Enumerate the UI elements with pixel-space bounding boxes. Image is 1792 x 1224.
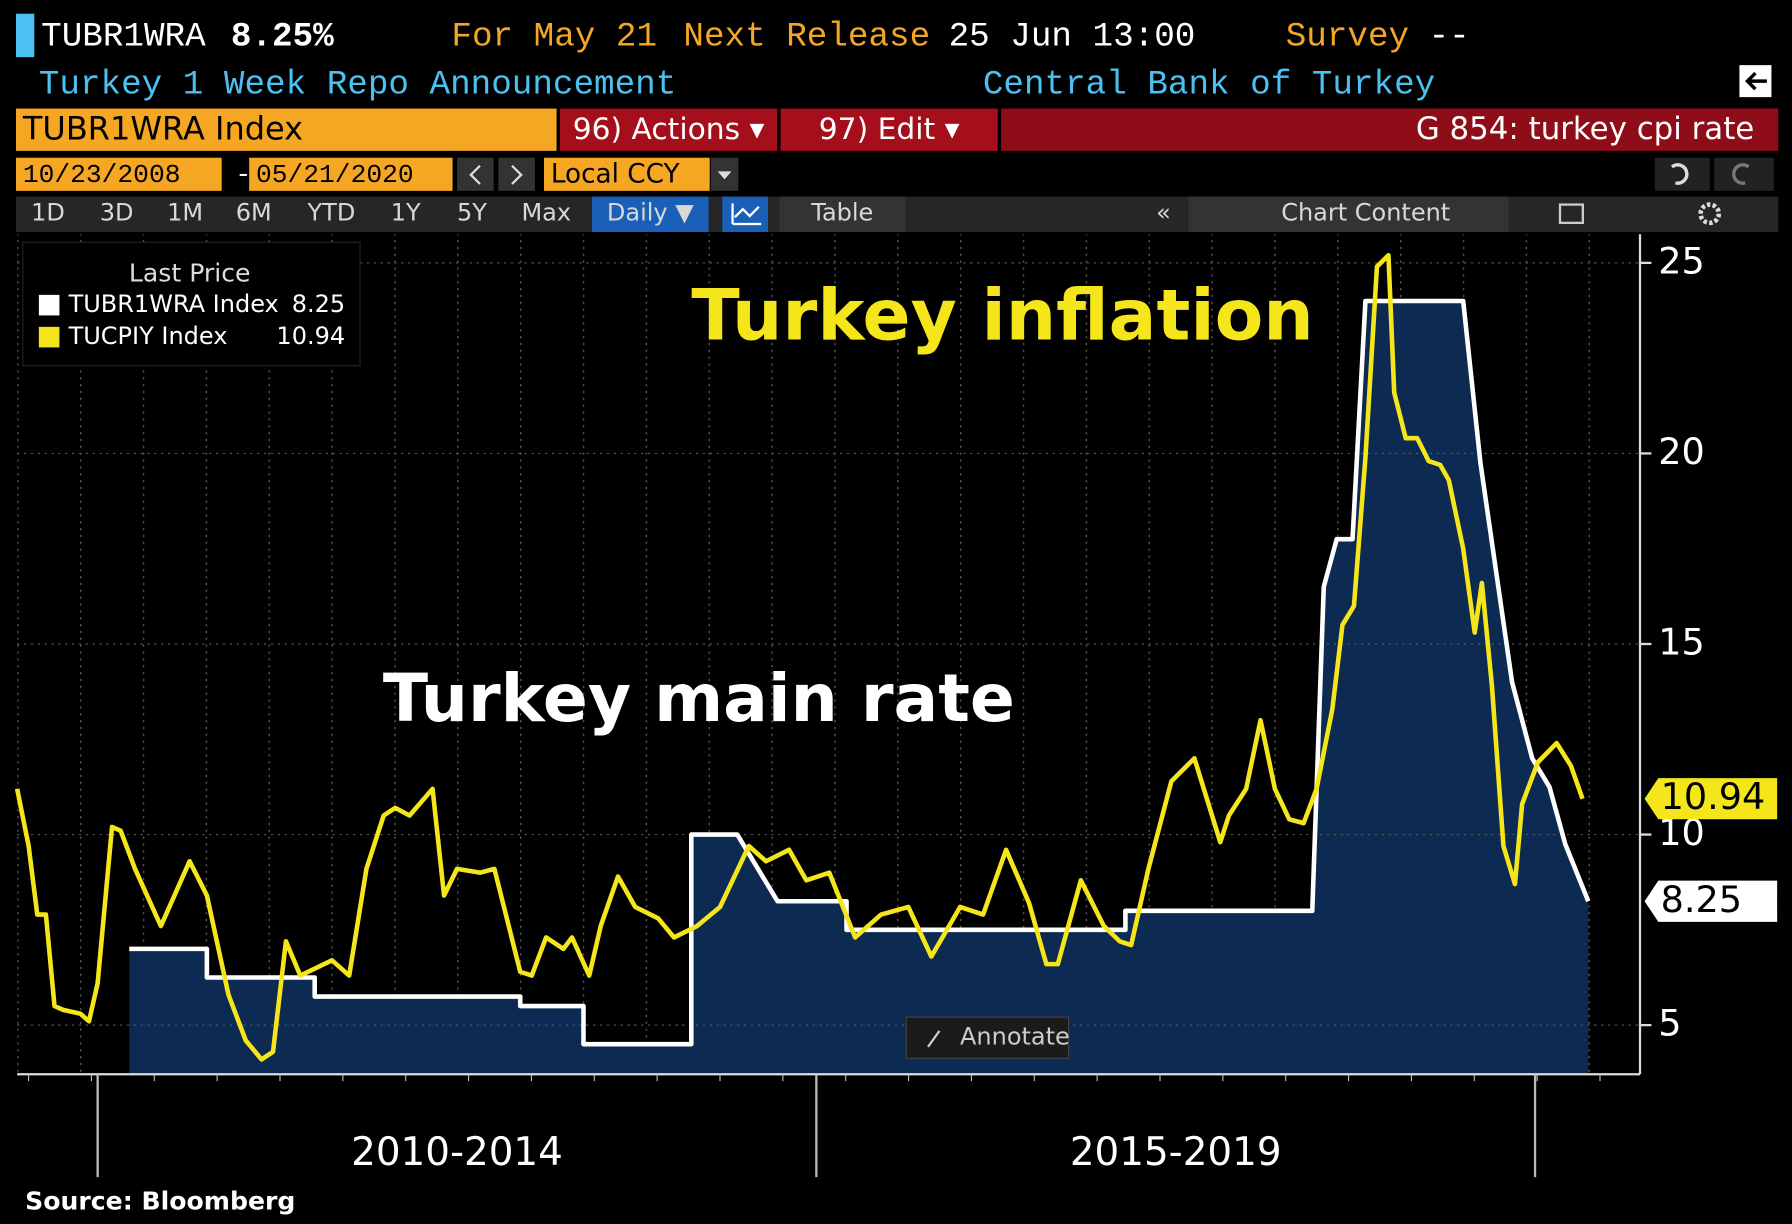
actions-button[interactable] <box>560 108 778 151</box>
date-separator: - <box>235 160 251 190</box>
table: Table <box>810 199 873 227</box>
function: G 854: turkey cpi rate <box>1416 111 1754 147</box>
y-tick-label: 20 <box>1658 430 1705 473</box>
chart-content-button[interactable] <box>1188 196 1509 232</box>
redo-button[interactable] <box>1714 157 1774 191</box>
prev-button[interactable] <box>457 157 494 191</box>
range-label: 1D <box>31 199 65 227</box>
legend-swatch <box>38 326 60 348</box>
price-tag <box>1644 778 1778 820</box>
popout-arrow <box>1745 71 1767 91</box>
x-tick-label: 2015-2019 <box>1070 1130 1282 1175</box>
security: TUBR1WRA Index <box>22 109 303 147</box>
for-date: For May 21 <box>451 18 657 57</box>
range-button[interactable] <box>514 196 579 232</box>
release-time: 25 Jun 13:00 <box>949 18 1196 57</box>
edit-button[interactable] <box>780 108 998 151</box>
annotate-button[interactable] <box>905 1016 1070 1059</box>
last-price: 8.25% <box>231 18 334 57</box>
area <box>129 300 1589 1075</box>
chart-content: Chart Content <box>1281 199 1450 227</box>
edit: 97) Edit ▾ <box>819 112 960 147</box>
range-button[interactable] <box>153 196 218 232</box>
edit-icon[interactable] <box>1558 203 1584 224</box>
function-bar[interactable] <box>1001 108 1779 151</box>
legend-label: TUCPIY Index <box>68 322 228 350</box>
y-tick-label: 5 <box>1658 1002 1681 1045</box>
chart-type-button[interactable] <box>722 196 768 232</box>
legend-value: 10.94 <box>276 322 345 350</box>
legend-title: Last Price <box>129 258 251 287</box>
prev-icon <box>469 164 481 185</box>
range-buttons: 1D 3D 1M 6M YTD 1Y 5Y Max <box>16 196 579 232</box>
next-button[interactable] <box>498 157 535 191</box>
range-label: 5Y <box>457 199 487 227</box>
annotate-icon <box>927 1030 941 1048</box>
range-button[interactable] <box>84 196 149 232</box>
range-label: 1Y <box>391 199 421 227</box>
range-label: 3D <box>100 199 134 227</box>
price-tag-label: 10.94 <box>1661 775 1766 818</box>
legend-box <box>22 241 361 367</box>
settings-icon[interactable] <box>1698 202 1722 226</box>
annotation-inflation: Turkey inflation <box>691 274 1313 357</box>
undo-icon <box>1670 163 1689 185</box>
ticker: TUBR1WRA <box>41 18 206 57</box>
source: Source: Bloomberg <box>25 1186 295 1215</box>
price-tag <box>1644 880 1778 922</box>
range-button[interactable] <box>299 196 364 232</box>
start-date: 10/23/2008 <box>23 160 181 190</box>
price-tag-label: 8.25 <box>1661 878 1742 921</box>
line <box>129 298 1591 1047</box>
y-tick-label: 25 <box>1658 239 1705 282</box>
next-release: Next Release <box>683 18 930 57</box>
start-date-box[interactable] <box>16 157 222 191</box>
collapse-icon[interactable]: « <box>1156 199 1171 227</box>
table-button[interactable] <box>779 196 906 232</box>
security-box[interactable] <box>16 108 557 151</box>
currency: Local CCY <box>551 159 681 189</box>
annotation-rate: Turkey main rate <box>383 659 1015 737</box>
range-label: 1M <box>167 199 203 227</box>
range-label: Max <box>521 199 571 227</box>
next-icon <box>511 164 523 185</box>
legend: TUBR1WRA Index 8.25 TUCPIY Index 10.94 <box>38 290 345 350</box>
currency-box[interactable] <box>544 157 710 191</box>
y-tick-label: 15 <box>1658 620 1705 663</box>
line <box>14 252 1585 1062</box>
range-label: YTD <box>307 199 356 227</box>
frequency-button[interactable] <box>592 196 709 232</box>
dropdown-icon <box>717 171 732 180</box>
legend-value: 8.25 <box>292 290 345 318</box>
range-button[interactable] <box>373 196 438 232</box>
chart-icon <box>731 203 762 226</box>
legend-label: TUBR1WRA Index <box>68 290 279 318</box>
range-button[interactable] <box>16 196 80 232</box>
description: Turkey 1 Week Repo Announcement <box>39 66 676 105</box>
bank: Central Bank of Turkey <box>983 66 1435 105</box>
range-button[interactable] <box>221 196 286 232</box>
range-button[interactable] <box>440 196 504 232</box>
undo-button[interactable] <box>1654 157 1710 191</box>
redo-icon <box>1732 163 1750 185</box>
survey-value: -- <box>1429 18 1470 57</box>
end-date: 05/21/2020 <box>256 160 414 190</box>
annotate: Annotate <box>960 1023 1070 1051</box>
x-tick-label: 2010-2014 <box>351 1130 563 1175</box>
frequency: Daily ▼ <box>607 199 694 227</box>
end-date-box[interactable] <box>249 157 453 191</box>
ticker-marker <box>16 13 35 58</box>
range-label: 6M <box>236 199 272 227</box>
actions: 96) Actions ▾ <box>573 112 765 147</box>
survey: Survey <box>1286 18 1409 57</box>
legend-swatch <box>38 294 60 316</box>
